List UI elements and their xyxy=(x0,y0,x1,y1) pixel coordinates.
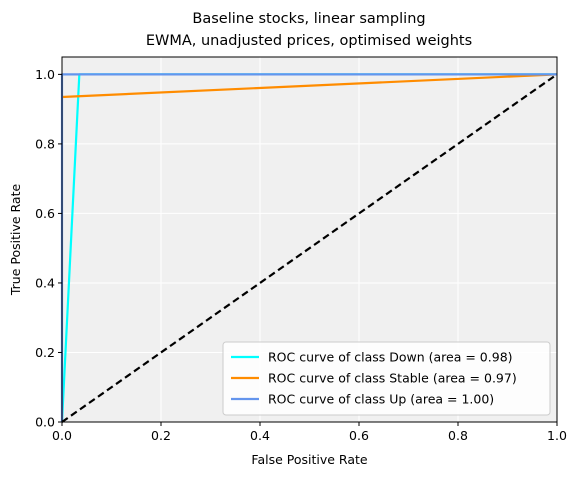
legend: ROC curve of class Down (area = 0.98) ROC… xyxy=(222,341,551,416)
legend-entry-label: ROC curve of class Stable (area = 0.97) xyxy=(268,371,517,386)
x-tick-label: 0.6 xyxy=(349,428,369,443)
x-tick-label: 0.8 xyxy=(448,428,468,443)
y-tick-label: 0.2 xyxy=(35,345,55,360)
x-tick-label: 0.4 xyxy=(250,428,270,443)
x-tick-label: 0.0 xyxy=(52,428,72,443)
plot-frame xyxy=(61,56,558,423)
y-tick-label: 0.4 xyxy=(35,275,55,290)
tick-layer: 0.0 0.2 0.4 0.6 0.8 1.0 0.0 0.2 0.4 0.6 0.8 1.0 xyxy=(35,67,567,443)
x-tick-label: 1.0 xyxy=(547,428,567,443)
legend-entry-label: ROC curve of class Down (area = 0.98) xyxy=(268,350,513,365)
roc-series-line xyxy=(61,73,558,99)
chance-diagonal-line xyxy=(61,73,558,423)
grid-layer xyxy=(61,57,558,423)
y-tick-label: 1.0 xyxy=(35,67,55,82)
x-tick-label: 0.2 xyxy=(151,428,171,443)
legend-box xyxy=(222,341,551,416)
chart-title-line-1: Baseline stocks, linear sampling xyxy=(192,11,425,27)
chart-title-line-2: EWMA, unadjusted prices, optimised weigh… xyxy=(146,33,472,49)
y-tick-label: 0.8 xyxy=(35,136,55,151)
legend-entry-label: ROC curve of class Up (area = 1.00) xyxy=(268,392,494,407)
x-axis-label: False Positive Rate xyxy=(251,452,367,467)
y-axis-label: True Positive Rate xyxy=(8,184,23,297)
y-tick-label: 0.0 xyxy=(35,415,55,430)
y-tick-label: 0.6 xyxy=(35,206,55,221)
